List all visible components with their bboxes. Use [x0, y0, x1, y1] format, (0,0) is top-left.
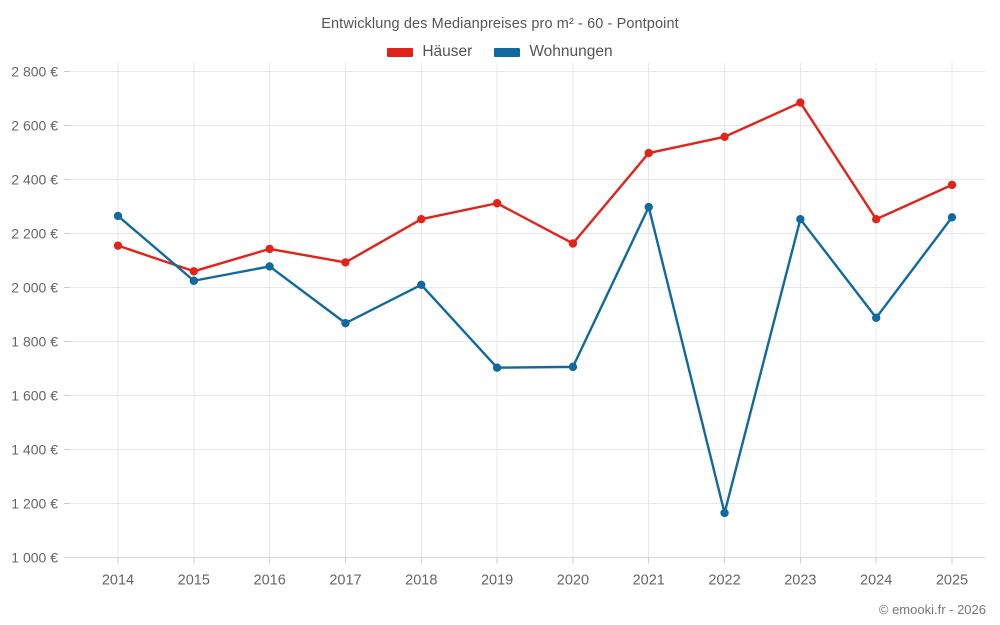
data-point-häuser-2019[interactable] — [492, 199, 502, 208]
y-axis-tick-label: 1 800 € — [11, 334, 58, 350]
legend-item-wohnungen[interactable]: Wohnungen — [494, 43, 613, 61]
data-point-häuser-2024[interactable] — [871, 214, 881, 224]
y-axis-tick-label: 2 200 € — [11, 226, 58, 242]
y-axis-tick-label: 2 400 € — [11, 172, 58, 188]
x-axis-tick-label: 2019 — [481, 573, 513, 589]
x-axis-tick-label: 2024 — [860, 573, 892, 589]
series-line-häuser — [116, 101, 954, 273]
data-point-häuser-2025[interactable] — [947, 180, 957, 190]
data-point-wohnungen-2023[interactable] — [796, 214, 805, 224]
data-point-wohnungen-2025[interactable] — [947, 213, 957, 222]
x-axis-tick-label: 2014 — [102, 573, 134, 589]
x-axis-tick-label: 2023 — [784, 573, 816, 589]
legend-item-haeuser[interactable]: Häuser — [387, 43, 472, 61]
y-axis-tick-label: 1 200 € — [11, 496, 58, 512]
x-axis-tick-label: 2022 — [708, 573, 740, 589]
x-axis-tick-label: 2020 — [557, 573, 589, 589]
data-point-häuser-2023[interactable] — [796, 98, 805, 107]
legend-label-wohnungen: Wohnungen — [529, 43, 613, 60]
data-point-häuser-2022[interactable] — [720, 132, 729, 142]
data-point-häuser-2017[interactable] — [341, 258, 350, 267]
data-point-wohnungen-2014[interactable] — [113, 211, 123, 221]
x-axis-tick-label: 2025 — [936, 573, 968, 589]
data-point-wohnungen-2015[interactable] — [189, 276, 199, 285]
y-axis-tick-label: 1 400 € — [11, 442, 58, 458]
data-point-häuser-2016[interactable] — [265, 244, 274, 254]
y-axis-tick-label: 1 600 € — [11, 388, 58, 404]
y-axis-tick-label: 2 600 € — [11, 118, 58, 134]
x-axis-tick-label: 2021 — [633, 573, 665, 589]
chart-plot-area: 1 000 € 1 200 € 1 400 € 1 600 € 1 800 € 2 000… — [11, 62, 985, 589]
chart-credit: © emooki.fr - 2026 — [878, 602, 986, 617]
data-point-wohnungen-2018[interactable] — [417, 280, 426, 289]
x-axis-tick-label: 2015 — [178, 573, 210, 589]
data-point-häuser-2021[interactable] — [644, 148, 653, 158]
y-axis-tick-label: 1 000 € — [11, 550, 58, 566]
data-point-wohnungen-2024[interactable] — [871, 313, 881, 322]
chart-legend: Häuser Wohnungen — [0, 43, 1000, 61]
chart-title: Entwicklung des Medianpreises pro m² - 6… — [321, 16, 679, 32]
legend-swatch-wohnungen — [494, 47, 521, 57]
data-point-wohnungen-2022[interactable] — [720, 508, 729, 518]
x-axis-tick-label: 2016 — [254, 573, 286, 589]
x-axis-tick-label: 2017 — [329, 573, 361, 589]
y-axis-tick-label: 2 000 € — [11, 280, 58, 296]
series-line-wohnungen — [116, 205, 954, 515]
legend-label-haeuser: Häuser — [422, 43, 473, 60]
data-point-wohnungen-2017[interactable] — [341, 318, 350, 328]
data-point-häuser-2020[interactable] — [568, 239, 578, 248]
x-axis-tick-label: 2018 — [405, 573, 437, 589]
y-axis-tick-label: 2 800 € — [11, 64, 58, 80]
data-point-wohnungen-2019[interactable] — [492, 363, 502, 372]
data-point-wohnungen-2016[interactable] — [265, 262, 274, 271]
legend-swatch-haeuser — [387, 47, 414, 57]
data-point-häuser-2014[interactable] — [113, 241, 123, 250]
data-point-häuser-2015[interactable] — [189, 267, 199, 276]
data-point-wohnungen-2020[interactable] — [568, 362, 578, 372]
data-point-wohnungen-2021[interactable] — [644, 202, 653, 212]
data-point-häuser-2018[interactable] — [417, 214, 426, 224]
